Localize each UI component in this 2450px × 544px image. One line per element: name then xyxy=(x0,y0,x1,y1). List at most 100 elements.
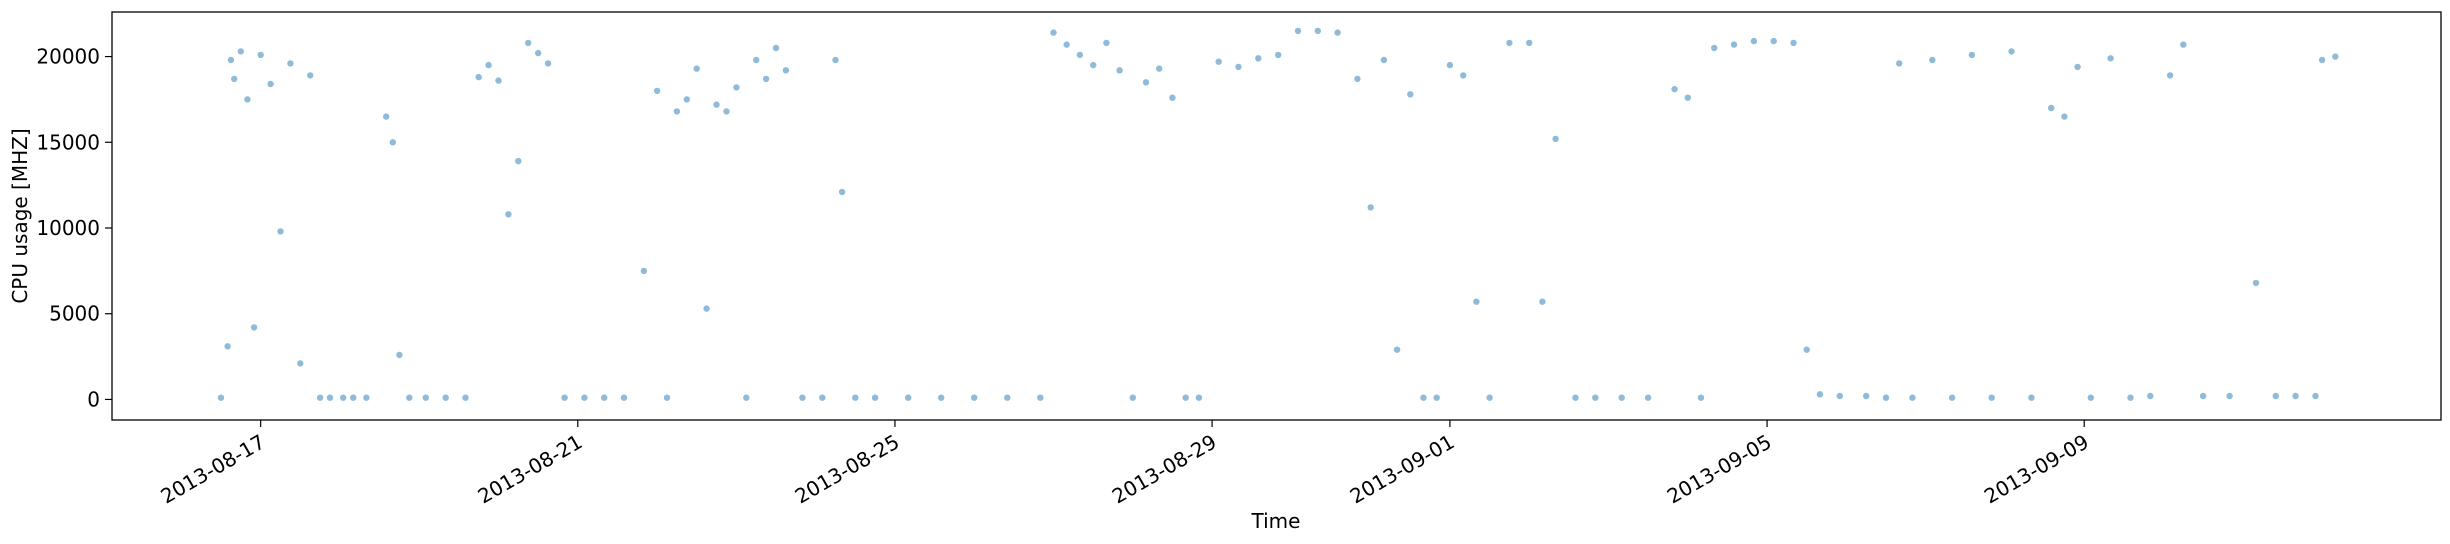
data-point xyxy=(2008,48,2015,55)
data-point xyxy=(938,394,945,401)
data-point xyxy=(2332,53,2339,60)
data-point xyxy=(525,39,532,47)
data-point xyxy=(363,394,370,401)
data-point xyxy=(422,394,429,401)
x-axis-title: Time xyxy=(1251,509,1301,533)
data-point xyxy=(515,157,522,165)
data-point xyxy=(2061,113,2068,120)
data-point xyxy=(733,84,740,91)
data-point xyxy=(1129,394,1137,401)
data-point xyxy=(713,101,720,108)
data-point xyxy=(535,49,542,57)
data-point xyxy=(2292,392,2299,400)
data-point xyxy=(1526,39,1533,47)
data-point xyxy=(1572,394,1579,401)
data-point xyxy=(1644,394,1652,401)
data-point xyxy=(2028,394,2035,401)
data-point xyxy=(581,394,588,401)
data-point xyxy=(2272,392,2279,400)
data-point xyxy=(772,44,780,52)
y-tick-label: 15000 xyxy=(36,130,100,154)
data-point xyxy=(1314,27,1322,35)
data-point xyxy=(326,394,334,401)
data-point xyxy=(2127,394,2134,401)
data-point xyxy=(1486,394,1493,401)
data-point xyxy=(1275,51,1282,59)
data-point xyxy=(1063,41,1070,48)
data-point xyxy=(383,113,390,120)
x-tick-label: 2013-09-01 xyxy=(1346,430,1459,509)
data-point xyxy=(1896,60,1903,67)
y-tick-label: 5000 xyxy=(49,302,100,326)
data-point xyxy=(1037,394,1044,401)
data-point xyxy=(799,394,806,401)
data-point xyxy=(782,67,790,74)
data-point xyxy=(1354,75,1361,83)
data-point xyxy=(1506,39,1513,47)
data-point xyxy=(307,72,314,79)
data-point xyxy=(2226,392,2233,400)
data-point xyxy=(2074,63,2081,71)
data-point xyxy=(1393,346,1401,353)
x-tick-label: 2013-09-09 xyxy=(1980,430,2093,509)
data-point xyxy=(2199,392,2207,400)
data-point xyxy=(2147,392,2154,400)
data-point xyxy=(1988,394,1995,401)
data-point xyxy=(1730,41,1738,48)
data-point xyxy=(1618,394,1625,401)
data-point xyxy=(1592,394,1599,401)
plot-area xyxy=(111,11,2442,421)
data-point xyxy=(1169,94,1176,101)
data-point xyxy=(2166,72,2174,79)
y-axis-title: CPU usage [MHZ] xyxy=(8,128,32,303)
data-point xyxy=(683,96,690,103)
data-point xyxy=(971,394,978,401)
x-tick-label: 2013-08-25 xyxy=(791,430,904,509)
data-point xyxy=(505,211,512,218)
data-point xyxy=(1433,394,1440,401)
data-point xyxy=(340,394,347,401)
data-point xyxy=(871,394,879,401)
data-point xyxy=(1215,58,1222,65)
data-point xyxy=(1711,44,1718,52)
y-axis: 0 5000 10000 15000 20000 xyxy=(36,45,112,411)
data-point xyxy=(244,96,251,103)
x-tick-label: 2013-08-17 xyxy=(156,430,269,509)
data-point xyxy=(673,108,681,115)
data-point xyxy=(1235,63,1242,71)
data-point xyxy=(703,305,710,312)
data-point xyxy=(316,394,324,401)
data-point xyxy=(1836,392,1844,400)
data-point xyxy=(663,394,671,401)
data-point xyxy=(2318,56,2326,64)
data-point xyxy=(227,56,235,64)
data-point xyxy=(495,77,502,84)
data-point xyxy=(620,394,628,401)
data-point xyxy=(1420,394,1427,401)
data-point xyxy=(544,60,552,67)
data-point xyxy=(231,75,238,83)
data-point xyxy=(406,394,413,401)
data-point xyxy=(1195,394,1203,401)
data-point xyxy=(1909,394,1916,401)
data-point xyxy=(653,87,661,95)
data-point xyxy=(832,56,839,64)
data-point xyxy=(485,61,492,69)
data-point xyxy=(2252,279,2260,287)
data-point xyxy=(1156,65,1163,72)
data-point xyxy=(1929,56,1936,64)
data-point xyxy=(1790,39,1797,47)
data-point xyxy=(250,324,258,331)
data-point xyxy=(1367,204,1374,211)
data-point xyxy=(224,343,231,350)
data-point xyxy=(1004,394,1011,401)
data-point xyxy=(1294,27,1302,35)
data-point xyxy=(561,394,568,401)
data-point xyxy=(601,394,608,401)
data-point xyxy=(1103,39,1110,47)
data-point xyxy=(2048,104,2055,112)
data-point xyxy=(743,394,750,401)
data-point xyxy=(1380,56,1388,64)
data-point xyxy=(1948,394,1956,401)
